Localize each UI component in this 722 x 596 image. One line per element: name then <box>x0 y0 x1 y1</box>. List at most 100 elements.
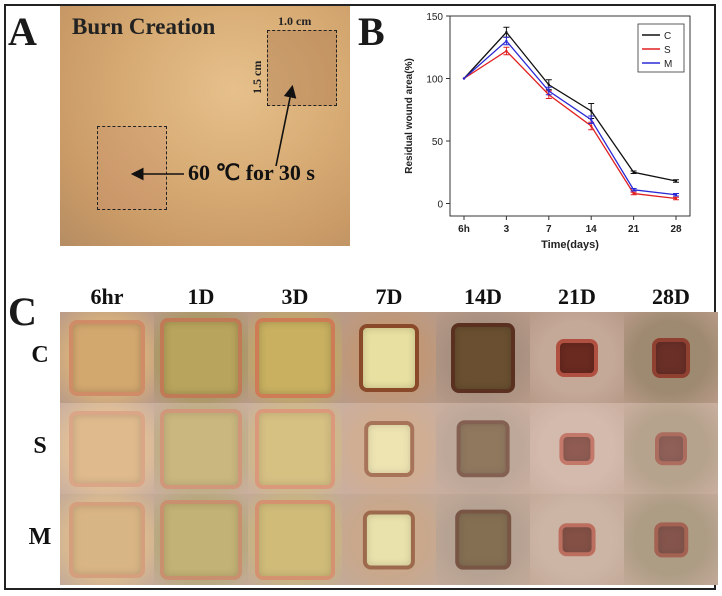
wound-photo-tile <box>624 312 718 403</box>
lighting-overlay <box>154 403 248 494</box>
data-point-M <box>505 39 508 43</box>
series-line-S <box>463 50 677 200</box>
wound-area <box>255 317 335 398</box>
wound-area <box>160 499 242 580</box>
wound-area <box>364 420 414 477</box>
legend-box <box>637 23 685 73</box>
plot-frame <box>449 15 691 217</box>
wound-photo-tile <box>530 403 624 494</box>
y-axis-label: Residual wound area(%) <box>404 58 415 174</box>
column-header: 21D <box>558 284 596 309</box>
x-tick-label: 21 <box>628 224 640 235</box>
lighting-overlay <box>342 494 436 585</box>
data-point-S <box>632 192 635 195</box>
lighting-overlay <box>248 494 342 585</box>
data-point-C <box>547 83 550 86</box>
wound-photo-tile <box>436 494 530 585</box>
burn-creation-photo: Burn Creation 1.0 cm 1.5 cm 60 ℃ for 30 … <box>60 6 350 246</box>
y-tick-label: 0 <box>437 200 443 211</box>
row-header: S <box>33 433 47 459</box>
column-header: 7D <box>375 284 403 309</box>
wound-photo-tile <box>624 403 718 494</box>
wound-photo-tile <box>60 312 154 403</box>
lighting-overlay <box>342 403 436 494</box>
wound-photo-tile <box>624 494 718 585</box>
column-header: 1D <box>187 284 215 309</box>
lighting-overlay <box>60 494 154 585</box>
x-tick-label: 14 <box>586 224 598 235</box>
panel-b-letter: B <box>358 9 385 54</box>
wound-area <box>160 317 242 398</box>
lighting-overlay <box>248 403 342 494</box>
column-header: 14D <box>464 284 502 309</box>
wound-photo-tile <box>248 312 342 403</box>
wound-area <box>69 319 145 396</box>
lighting-overlay <box>530 403 624 494</box>
annotation-arrows <box>130 84 297 181</box>
panel-a-letter: A <box>8 9 37 54</box>
wound-area <box>654 521 688 558</box>
wound-photo-tile <box>342 494 436 585</box>
column-header: 6hr <box>90 284 124 309</box>
series-line-C <box>463 31 677 182</box>
wound-area <box>652 337 690 378</box>
x-tick-label: 3 <box>504 224 510 235</box>
data-point-S <box>505 49 508 53</box>
wound-photo-tile <box>248 494 342 585</box>
data-point-S <box>590 124 593 128</box>
data-point-S <box>674 197 678 200</box>
row-header: M <box>28 524 52 550</box>
y-tick-label: 150 <box>426 12 443 23</box>
wound-area <box>655 431 687 466</box>
lighting-overlay <box>624 494 718 585</box>
column-header: 28D <box>652 284 690 309</box>
arrow-to-large-box <box>275 84 297 167</box>
lighting-overlay <box>436 494 530 585</box>
data-point-C <box>505 31 508 34</box>
data-point-C <box>632 171 635 174</box>
wound-area <box>451 322 515 393</box>
wound-area <box>362 510 416 569</box>
wound-photo-tile <box>248 403 342 494</box>
figure-frame <box>4 4 716 590</box>
wound-area <box>558 522 596 557</box>
wound-area <box>69 410 145 487</box>
wound-photo-tile <box>342 403 436 494</box>
lighting-overlay <box>60 403 154 494</box>
wound-area <box>559 432 595 465</box>
width-measure-label: 1.0 cm <box>278 14 312 28</box>
lighting-overlay <box>624 403 718 494</box>
wound-photo-tile <box>530 312 624 403</box>
legend-label: M <box>664 59 672 70</box>
wound-outline-large <box>267 30 337 106</box>
data-point-C <box>590 109 593 113</box>
wound-area <box>359 323 419 392</box>
y-tick-label: 100 <box>426 75 443 86</box>
wound-photo-tile <box>60 494 154 585</box>
row-header: C <box>31 342 49 368</box>
data-point-M <box>632 188 635 191</box>
wound-area <box>160 408 242 489</box>
data-point-M <box>590 118 593 121</box>
wound-area <box>69 501 145 578</box>
y-tick-label: 50 <box>432 137 444 148</box>
lighting-overlay <box>436 403 530 494</box>
x-tick-label: 28 <box>670 224 682 235</box>
wound-photo-tile <box>436 403 530 494</box>
lighting-overlay <box>530 494 624 585</box>
wound-area <box>455 509 511 570</box>
data-point-M <box>462 77 466 80</box>
wound-photo-tile <box>342 312 436 403</box>
data-point-M <box>674 193 678 196</box>
legend-label: C <box>664 31 671 42</box>
lighting-overlay <box>154 494 248 585</box>
data-point-C <box>674 179 678 183</box>
data-point-M <box>547 89 550 93</box>
wound-area <box>255 408 335 489</box>
burn-condition-label: 60 ℃ for 30 s <box>188 160 315 185</box>
legend-label: S <box>664 45 671 56</box>
wound-area <box>556 338 598 377</box>
x-axis-label: Time(days) <box>541 239 599 251</box>
series-line-M <box>463 40 677 196</box>
wound-photo-tile <box>154 403 248 494</box>
